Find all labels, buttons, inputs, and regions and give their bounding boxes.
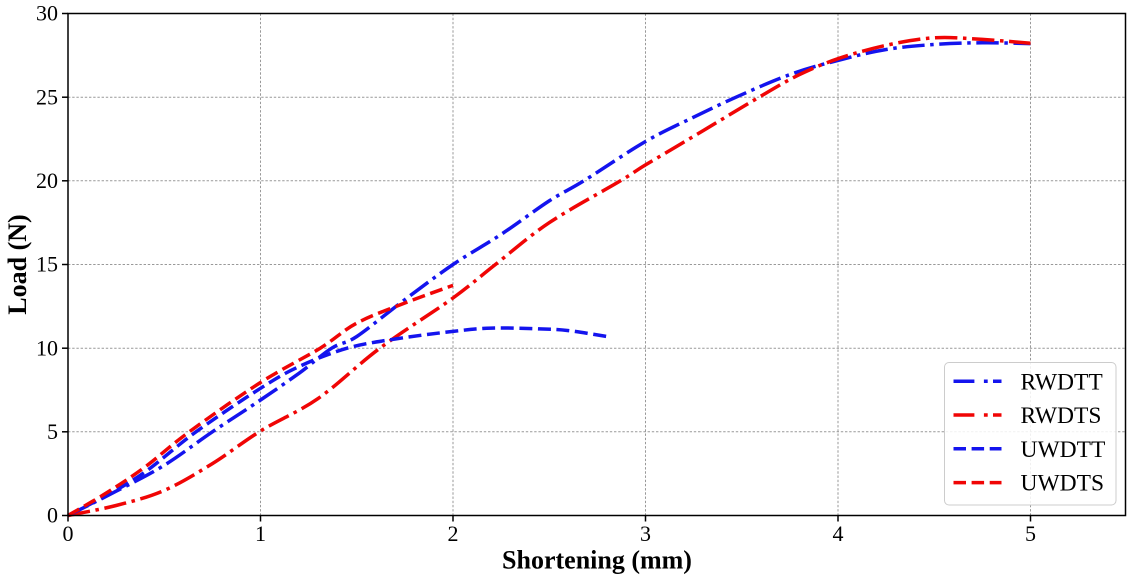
svg-text:0: 0 xyxy=(63,521,74,546)
svg-text:15: 15 xyxy=(36,252,58,277)
svg-text:Shortening (mm): Shortening (mm) xyxy=(502,546,692,575)
svg-text:4: 4 xyxy=(833,521,844,546)
svg-text:25: 25 xyxy=(36,84,58,109)
svg-text:0: 0 xyxy=(47,503,58,528)
svg-text:30: 30 xyxy=(36,1,58,26)
svg-text:3: 3 xyxy=(640,521,651,546)
svg-text:Load (N): Load (N) xyxy=(3,214,32,314)
svg-text:20: 20 xyxy=(36,168,58,193)
svg-text:1: 1 xyxy=(255,521,266,546)
svg-text:UWDTT: UWDTT xyxy=(1021,437,1106,463)
svg-text:5: 5 xyxy=(47,419,58,444)
svg-text:5: 5 xyxy=(1025,521,1036,546)
svg-text:RWDTS: RWDTS xyxy=(1021,403,1102,429)
svg-text:UWDTS: UWDTS xyxy=(1021,471,1105,497)
svg-text:RWDTT: RWDTT xyxy=(1021,369,1103,395)
svg-text:2: 2 xyxy=(448,521,459,546)
svg-text:10: 10 xyxy=(36,335,58,360)
